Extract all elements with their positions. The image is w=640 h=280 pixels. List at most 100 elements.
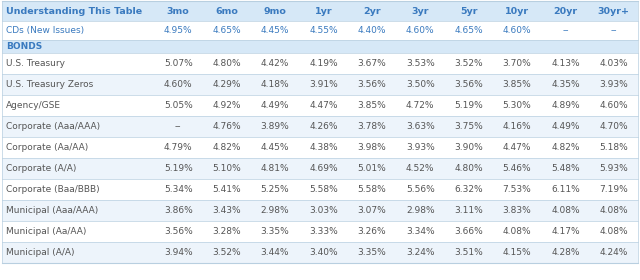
Text: 4.49%: 4.49%: [551, 122, 580, 131]
Text: 4.17%: 4.17%: [551, 227, 580, 236]
Text: 3.93%: 3.93%: [406, 143, 435, 152]
Text: 3.24%: 3.24%: [406, 248, 435, 257]
Bar: [2, 21, 638, 40]
Bar: [2, 242, 638, 263]
Text: 4.47%: 4.47%: [309, 101, 338, 110]
Text: 3yr: 3yr: [412, 6, 429, 15]
Text: 4.13%: 4.13%: [551, 59, 580, 68]
Text: 5.46%: 5.46%: [502, 164, 531, 173]
Text: 3.94%: 3.94%: [164, 248, 193, 257]
Text: 5.30%: 5.30%: [502, 101, 531, 110]
Text: 3.33%: 3.33%: [309, 227, 338, 236]
Text: Corporate (A/A): Corporate (A/A): [6, 164, 76, 173]
Text: 4.95%: 4.95%: [164, 26, 193, 35]
Text: 3.35%: 3.35%: [357, 248, 386, 257]
Text: 7.19%: 7.19%: [600, 185, 628, 194]
Text: 3.53%: 3.53%: [406, 59, 435, 68]
Text: 4.52%: 4.52%: [406, 164, 435, 173]
Text: Understanding This Table: Understanding This Table: [6, 6, 142, 15]
Text: 4.42%: 4.42%: [261, 59, 289, 68]
Text: 3.56%: 3.56%: [357, 80, 386, 89]
Text: 4.15%: 4.15%: [502, 248, 531, 257]
Text: 4.79%: 4.79%: [164, 143, 193, 152]
Text: 3.75%: 3.75%: [454, 122, 483, 131]
Text: 4.55%: 4.55%: [309, 26, 338, 35]
Text: 5.05%: 5.05%: [164, 101, 193, 110]
Text: 4.18%: 4.18%: [260, 80, 289, 89]
Text: 5.58%: 5.58%: [357, 185, 386, 194]
Text: 5.01%: 5.01%: [357, 164, 386, 173]
Text: 2.98%: 2.98%: [260, 206, 289, 215]
Text: 4.89%: 4.89%: [551, 101, 580, 110]
Text: 4.19%: 4.19%: [309, 59, 338, 68]
Text: 1yr: 1yr: [315, 6, 332, 15]
Text: 4.47%: 4.47%: [503, 143, 531, 152]
Text: Corporate (Aa/AA): Corporate (Aa/AA): [6, 143, 88, 152]
Text: Corporate (Baa/BBB): Corporate (Baa/BBB): [6, 185, 100, 194]
Text: 3.93%: 3.93%: [600, 80, 628, 89]
Text: 4.82%: 4.82%: [212, 143, 241, 152]
Text: 2yr: 2yr: [363, 6, 381, 15]
Text: 4.60%: 4.60%: [406, 26, 435, 35]
Text: 6.11%: 6.11%: [551, 185, 580, 194]
Text: 3.66%: 3.66%: [454, 227, 483, 236]
Text: 9mo: 9mo: [264, 6, 287, 15]
Text: 4.92%: 4.92%: [212, 101, 241, 110]
Text: 4.16%: 4.16%: [502, 122, 531, 131]
Text: 4.08%: 4.08%: [600, 227, 628, 236]
Bar: [2, 137, 638, 158]
Text: 10yr: 10yr: [505, 6, 529, 15]
Text: --: --: [611, 26, 617, 35]
Text: U.S. Treasury: U.S. Treasury: [6, 59, 65, 68]
Text: 5.18%: 5.18%: [600, 143, 628, 152]
Text: 3.28%: 3.28%: [212, 227, 241, 236]
Text: 3.44%: 3.44%: [260, 248, 289, 257]
Text: 4.38%: 4.38%: [309, 143, 338, 152]
Text: 4.08%: 4.08%: [502, 227, 531, 236]
Text: 5.58%: 5.58%: [309, 185, 338, 194]
Text: 20yr: 20yr: [554, 6, 577, 15]
Text: 4.65%: 4.65%: [212, 26, 241, 35]
Text: 3.34%: 3.34%: [406, 227, 435, 236]
Text: 3.98%: 3.98%: [357, 143, 386, 152]
Text: 4.08%: 4.08%: [600, 206, 628, 215]
Bar: [2, 95, 638, 116]
Text: 4.45%: 4.45%: [260, 143, 289, 152]
Text: 3.67%: 3.67%: [357, 59, 386, 68]
Text: 3.50%: 3.50%: [406, 80, 435, 89]
Text: BONDS: BONDS: [6, 42, 42, 51]
Bar: [2, 74, 638, 95]
Text: 3.91%: 3.91%: [309, 80, 338, 89]
Text: Agency/GSE: Agency/GSE: [6, 101, 61, 110]
Text: 4.28%: 4.28%: [551, 248, 580, 257]
Text: 5.34%: 5.34%: [164, 185, 193, 194]
Text: 5.19%: 5.19%: [454, 101, 483, 110]
Text: U.S. Treasury Zeros: U.S. Treasury Zeros: [6, 80, 93, 89]
Text: 4.76%: 4.76%: [212, 122, 241, 131]
Bar: [2, 179, 638, 200]
Text: 3.89%: 3.89%: [260, 122, 289, 131]
Bar: [2, 53, 638, 74]
Text: 4.82%: 4.82%: [551, 143, 580, 152]
Bar: [2, 1, 638, 21]
Text: 5.93%: 5.93%: [600, 164, 628, 173]
Text: 4.69%: 4.69%: [309, 164, 338, 173]
Text: 3mo: 3mo: [167, 6, 189, 15]
Text: 4.40%: 4.40%: [358, 26, 386, 35]
Text: Corporate (Aaa/AAA): Corporate (Aaa/AAA): [6, 122, 100, 131]
Bar: [2, 116, 638, 137]
Text: 3.70%: 3.70%: [502, 59, 531, 68]
Text: 3.52%: 3.52%: [454, 59, 483, 68]
Text: 30yr+: 30yr+: [598, 6, 630, 15]
Text: 4.60%: 4.60%: [502, 26, 531, 35]
Text: 4.29%: 4.29%: [212, 80, 241, 89]
Text: 3.78%: 3.78%: [357, 122, 386, 131]
Text: CDs (New Issues): CDs (New Issues): [6, 26, 84, 35]
Text: 3.40%: 3.40%: [309, 248, 338, 257]
Text: 7.53%: 7.53%: [502, 185, 531, 194]
Text: 4.03%: 4.03%: [600, 59, 628, 68]
Text: 4.60%: 4.60%: [600, 101, 628, 110]
Text: Municipal (Aa/AA): Municipal (Aa/AA): [6, 227, 86, 236]
Text: 3.11%: 3.11%: [454, 206, 483, 215]
Text: 3.26%: 3.26%: [358, 227, 386, 236]
